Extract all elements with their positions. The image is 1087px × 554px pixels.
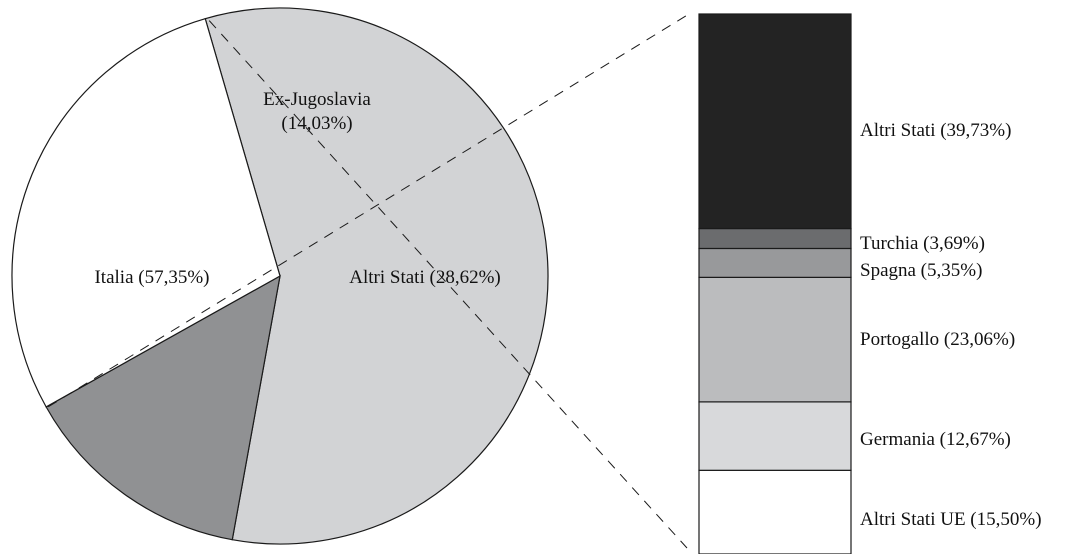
bar-segment-altri-stati-ue <box>698 469 852 554</box>
bar-label-turchia: Turchia (3,69%) <box>860 233 985 254</box>
pie-slice-altri-stati <box>11 17 281 408</box>
bar-label-portogallo: Portogallo (23,06%) <box>860 329 1015 350</box>
bar-segment-portogallo <box>698 276 852 403</box>
bar-label-altri-stati-ue: Altri Stati UE (15,50%) <box>860 509 1042 530</box>
bar-segment-turchia <box>698 227 852 250</box>
stacked-bar: Altri Stati UE (15,50%) Germania (12,67%)… <box>698 13 1042 554</box>
bar-label-germania: Germania (12,67%) <box>860 429 1011 450</box>
pie-chart: Italia (57,35%) Ex-Jugoslavia (14,03%) Altr… <box>11 7 549 545</box>
bar-segment-altri-stati <box>698 13 852 230</box>
bar-label-spagna: Spagna (5,35%) <box>860 260 982 281</box>
pie-label-italia: Italia (57,35%) <box>94 267 209 288</box>
bar-segment-spagna <box>698 247 852 278</box>
pie-slice-ex-jugoslavia <box>45 274 281 541</box>
pie-slice-italia <box>204 7 549 545</box>
bar-label-altri-stati: Altri Stati (39,73%) <box>860 120 1011 141</box>
bar-segment-germania <box>698 401 852 471</box>
pie-label-ex-jugoslavia: Ex-Jugoslavia (14,03%) <box>263 89 371 134</box>
pie-label-altri-stati: Altri Stati (28,62%) <box>349 267 500 288</box>
